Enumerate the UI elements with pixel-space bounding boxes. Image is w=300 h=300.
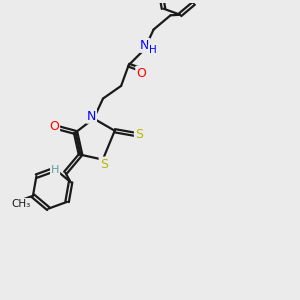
Text: H: H — [148, 45, 156, 55]
Text: N: N — [87, 110, 96, 123]
Text: S: S — [100, 158, 108, 170]
Text: S: S — [135, 128, 143, 141]
Text: O: O — [49, 119, 59, 133]
Text: CH₃: CH₃ — [11, 199, 30, 209]
Text: N: N — [140, 39, 149, 52]
Text: O: O — [136, 67, 146, 80]
Text: H: H — [51, 165, 59, 176]
